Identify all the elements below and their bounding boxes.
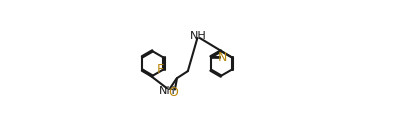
Text: F: F xyxy=(157,63,164,76)
Text: NH: NH xyxy=(158,86,175,96)
Text: N: N xyxy=(218,51,227,64)
Text: NH: NH xyxy=(190,31,206,41)
Text: O: O xyxy=(168,86,178,99)
